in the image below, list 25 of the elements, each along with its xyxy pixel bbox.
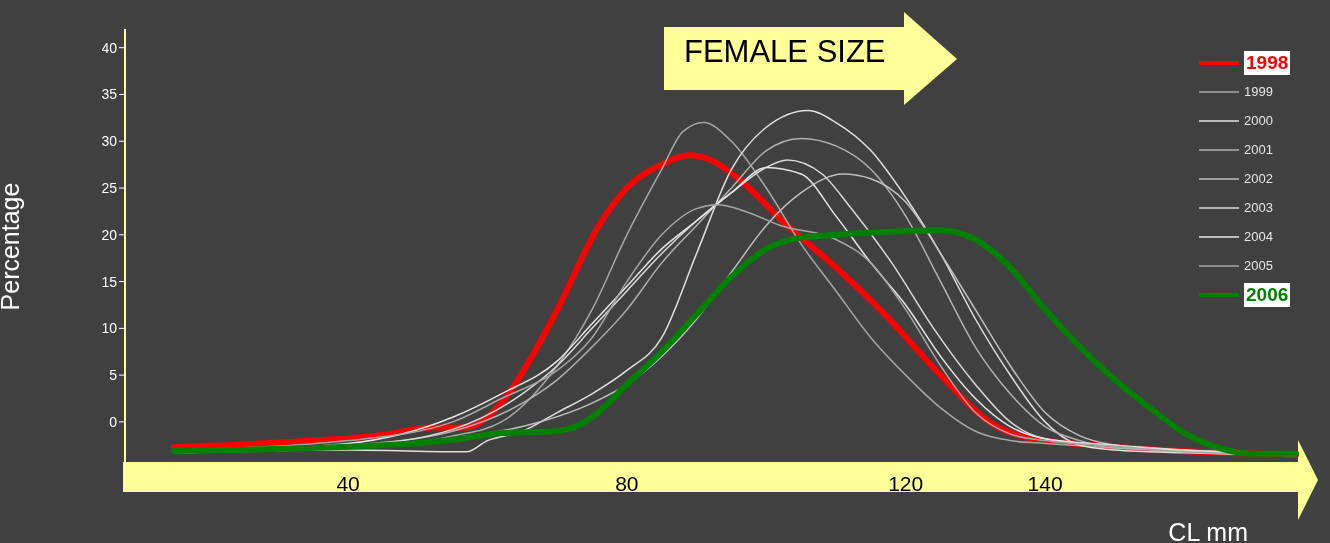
legend-label: 2006 [1244, 282, 1291, 307]
legend-label: 2003 [1244, 200, 1273, 215]
x-tick-label: 140 [1027, 471, 1063, 495]
y-tick-label: 35 [101, 86, 118, 103]
y-tick-label: 20 [101, 226, 118, 243]
legend-label: 2004 [1244, 229, 1273, 244]
x-tick-label: 120 [888, 471, 924, 495]
y-tick-label: 0 [109, 413, 118, 430]
y-tick-label: 30 [101, 133, 118, 150]
legend-label: 2000 [1244, 113, 1273, 128]
legend-label: 2005 [1244, 258, 1273, 273]
y-tick-label: 25 [101, 180, 118, 196]
x-tick-label: 40 [336, 471, 360, 495]
x-axis-title: CL mm [1168, 518, 1248, 543]
y-tick-label: 5 [109, 367, 118, 384]
legend-label: 2001 [1244, 142, 1273, 157]
y-tick-label: 15 [101, 273, 118, 290]
legend-label: 1998 [1244, 50, 1291, 75]
y-tick-label: 10 [101, 320, 118, 337]
y-tick-label: 40 [101, 39, 118, 56]
chart-title: FEMALE SIZE [684, 34, 886, 70]
y-axis-title: Percentage [0, 182, 24, 311]
legend-label: 1999 [1244, 84, 1273, 99]
x-tick-label: 80 [615, 471, 639, 495]
legend-label: 2002 [1244, 171, 1273, 186]
